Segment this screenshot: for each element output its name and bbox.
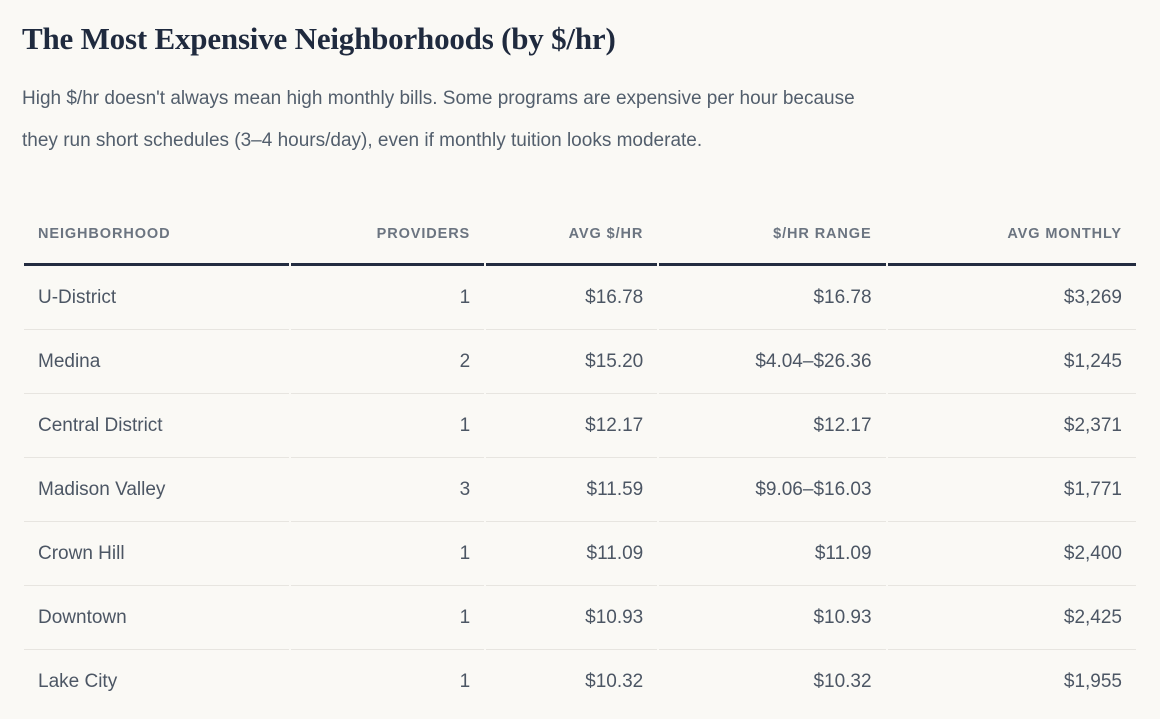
table-row: U-District 1 $16.78 $16.78 $3,269 — [24, 266, 1136, 330]
table-row: Crown Hill 1 $11.09 $11.09 $2,400 — [24, 522, 1136, 586]
cell-hr-range: $4.04–$26.36 — [659, 330, 886, 394]
cell-providers: 2 — [290, 330, 485, 394]
cell-avg-monthly: $1,771 — [887, 458, 1136, 522]
col-header-avg-monthly: AVG MONTHLY — [887, 212, 1136, 266]
cell-neighborhood: U-District — [24, 266, 289, 330]
cell-neighborhood: Downtown — [24, 586, 289, 650]
cell-avg-monthly: $3,269 — [887, 266, 1136, 330]
cell-avg-hr: $10.32 — [585, 671, 644, 692]
cell-hr-range: $10.32 — [813, 671, 872, 692]
cell-avg-hr: $11.09 — [486, 522, 658, 586]
cell-hr-range: $10.93 — [659, 586, 886, 650]
cell-avg-hr: $16.78 — [486, 266, 658, 330]
cell-hr-range: $9.06–$16.03 — [659, 458, 886, 522]
cell-neighborhood: Medina — [24, 330, 289, 394]
col-header-hr-range: $/HR RANGE — [659, 212, 886, 266]
page-title: The Most Expensive Neighborhoods (by $/h… — [22, 21, 616, 56]
intro-paragraph: High $/hr doesn't always mean high month… — [22, 78, 1138, 162]
table-row: Downtown 1 $10.93 $10.93 $2,425 — [24, 586, 1136, 650]
cell-providers: 1 — [459, 671, 471, 692]
intro-line-1: High $/hr doesn't always mean high month… — [22, 88, 855, 109]
cell-hr-range: $16.78 — [659, 266, 886, 330]
col-header-providers: PROVIDERS — [290, 212, 485, 266]
cell-avg-hr: $15.20 — [486, 330, 658, 394]
cell-neighborhood: Crown Hill — [24, 522, 289, 586]
cell-providers: 1 — [290, 394, 485, 458]
table-row: Central District 1 $12.17 $12.17 $2,371 — [24, 394, 1136, 458]
table-header-row: NEIGHBORHOOD PROVIDERS AVG $/HR $/HR RAN… — [24, 212, 1136, 266]
cell-providers: 1 — [290, 522, 485, 586]
cell-avg-hr: $12.17 — [486, 394, 658, 458]
neighborhood-cost-table: NEIGHBORHOOD PROVIDERS AVG $/HR $/HR RAN… — [22, 212, 1138, 713]
table-row: Medina 2 $15.20 $4.04–$26.36 $1,245 — [24, 330, 1136, 394]
cell-hr-range: $12.17 — [659, 394, 886, 458]
cell-hr-range: $11.09 — [659, 522, 886, 586]
report-section: The Most Expensive Neighborhoods (by $/h… — [22, 21, 1138, 713]
cell-providers: 1 — [290, 266, 485, 330]
cell-avg-monthly: $1,955 — [1063, 671, 1122, 692]
cell-neighborhood: Central District — [24, 394, 289, 458]
col-header-avg-hr: AVG $/HR — [486, 212, 658, 266]
cell-providers: 1 — [290, 586, 485, 650]
cell-avg-monthly: $2,400 — [887, 522, 1136, 586]
cell-neighborhood: Lake City — [38, 671, 118, 692]
table-row: Madison Valley 3 $11.59 $9.06–$16.03 $1,… — [24, 458, 1136, 522]
cell-avg-hr: $11.59 — [486, 458, 658, 522]
cell-avg-monthly: $2,425 — [887, 586, 1136, 650]
cell-providers: 3 — [290, 458, 485, 522]
cell-neighborhood: Madison Valley — [24, 458, 289, 522]
cell-avg-monthly: $1,245 — [887, 330, 1136, 394]
table-row: Lake City 1 $10.32 $10.32 $1,955 — [24, 650, 1136, 713]
cell-avg-hr: $10.93 — [486, 586, 658, 650]
col-header-neighborhood: NEIGHBORHOOD — [24, 212, 289, 266]
cell-avg-monthly: $2,371 — [887, 394, 1136, 458]
intro-line-2: they run short schedules (3–4 hours/day)… — [22, 130, 703, 151]
